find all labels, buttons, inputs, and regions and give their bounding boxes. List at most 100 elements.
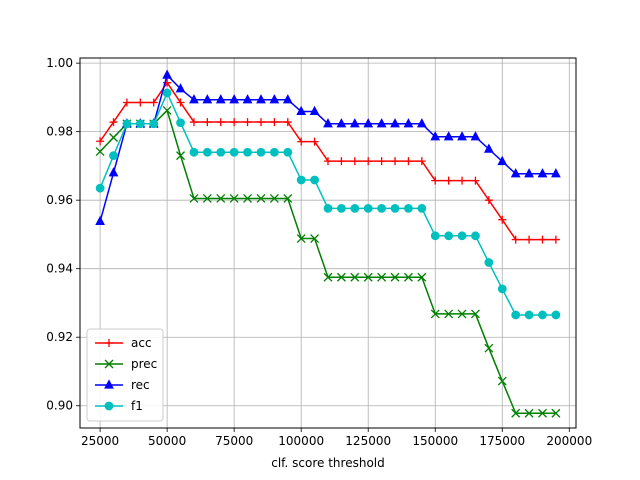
data-point-f1	[404, 203, 413, 213]
data-point-f1	[551, 310, 561, 320]
data-point-rec	[457, 131, 467, 141]
y-tick-label: 0.98	[46, 125, 73, 139]
data-point-acc	[391, 157, 400, 166]
x-axis: 25000 50000 75000 100000 125000 150000 175000 2…	[81, 428, 592, 448]
data-point-f1	[122, 119, 132, 129]
data-point-f1	[149, 119, 159, 129]
data-point-f1	[229, 147, 239, 157]
data-point-rec	[256, 94, 266, 104]
data-point-f1	[189, 147, 199, 157]
data-point-f1	[283, 147, 293, 157]
data-point-acc	[525, 235, 534, 244]
data-point-f1	[176, 118, 185, 128]
data-point-rec	[416, 118, 427, 128]
x-tick-label: 175000	[479, 434, 525, 448]
data-point-prec	[95, 147, 105, 156]
data-point-acc	[377, 157, 386, 166]
data-point-rec	[309, 105, 320, 116]
data-point-prec	[457, 309, 467, 319]
series-prec	[95, 105, 561, 418]
data-point-prec	[269, 194, 279, 203]
data-point-f1	[538, 310, 547, 320]
data-point-f1	[162, 88, 172, 98]
data-point-acc	[444, 176, 453, 185]
data-point-f1	[444, 231, 454, 241]
data-point-prec	[470, 309, 480, 319]
data-point-prec	[350, 272, 360, 282]
data-point-acc	[538, 235, 547, 244]
data-point-f1	[524, 310, 534, 320]
data-point-rec	[537, 168, 548, 178]
data-point-rec	[242, 94, 253, 104]
data-point-acc	[458, 176, 467, 185]
x-tick-label: 200000	[546, 434, 592, 448]
x-tick-label: 25000	[81, 434, 119, 448]
data-point-rec	[108, 167, 119, 177]
data-point-prec	[403, 272, 413, 282]
data-point-prec	[202, 194, 212, 203]
data-point-f1	[497, 284, 507, 294]
y-tick-label: 1.00	[46, 56, 73, 70]
data-point-f1	[417, 203, 427, 213]
data-point-acc	[216, 118, 225, 127]
plot-frame	[79, 57, 577, 429]
legend-box	[86, 328, 164, 422]
data-point-prec	[256, 194, 266, 203]
legend-marker-f1	[104, 401, 114, 411]
data-point-f1	[430, 231, 440, 241]
data-point-acc	[364, 157, 373, 166]
data-point-f1	[457, 231, 467, 241]
data-point-acc	[498, 215, 507, 224]
data-point-acc	[350, 157, 359, 166]
data-point-prec	[444, 309, 454, 319]
data-point-rec	[484, 143, 494, 153]
data-point-f1	[256, 147, 266, 157]
data-point-prec	[430, 309, 440, 319]
data-point-acc	[283, 118, 292, 127]
data-point-acc	[404, 157, 413, 166]
y-tick-label: 0.90	[46, 399, 73, 413]
data-point-rec	[510, 168, 521, 178]
series-rec	[95, 69, 561, 226]
data-point-f1	[202, 147, 212, 157]
data-point-acc	[203, 118, 212, 127]
data-point-acc	[484, 196, 493, 205]
x-tick-label: 150000	[412, 434, 458, 448]
data-point-acc	[109, 118, 118, 127]
data-point-rec	[202, 94, 213, 104]
data-point-rec	[323, 118, 333, 128]
data-point-f1	[390, 203, 400, 213]
legend-label-rec: rec	[131, 378, 150, 392]
data-point-acc	[149, 98, 158, 107]
legend: acc prec rec f1	[86, 328, 164, 422]
y-tick-label: 0.92	[46, 330, 73, 344]
data-point-prec	[363, 272, 373, 282]
legend-label-prec: prec	[131, 357, 157, 371]
data-point-prec	[162, 105, 172, 115]
data-point-f1	[337, 203, 346, 213]
data-point-rec	[551, 168, 561, 178]
data-point-acc	[417, 157, 426, 166]
data-point-rec	[215, 94, 226, 104]
data-point-prec	[538, 408, 547, 418]
legend-marker-acc	[105, 339, 113, 347]
data-point-rec	[349, 118, 360, 128]
data-point-prec	[310, 234, 320, 244]
legend-marker-prec	[104, 359, 114, 369]
x-tick-label: 125000	[345, 434, 391, 448]
data-point-prec	[243, 194, 253, 203]
data-point-acc	[310, 137, 319, 146]
data-point-acc	[511, 235, 520, 244]
data-point-acc	[122, 98, 131, 107]
data-point-f1	[323, 203, 333, 213]
data-point-prec	[323, 272, 333, 282]
data-point-rec	[95, 215, 105, 226]
data-point-acc	[270, 118, 279, 127]
data-point-rec	[390, 118, 400, 128]
data-point-rec	[376, 118, 387, 128]
data-point-acc	[551, 235, 560, 244]
data-point-rec	[229, 94, 240, 104]
data-point-rec	[497, 155, 508, 166]
data-point-f1	[243, 147, 252, 157]
